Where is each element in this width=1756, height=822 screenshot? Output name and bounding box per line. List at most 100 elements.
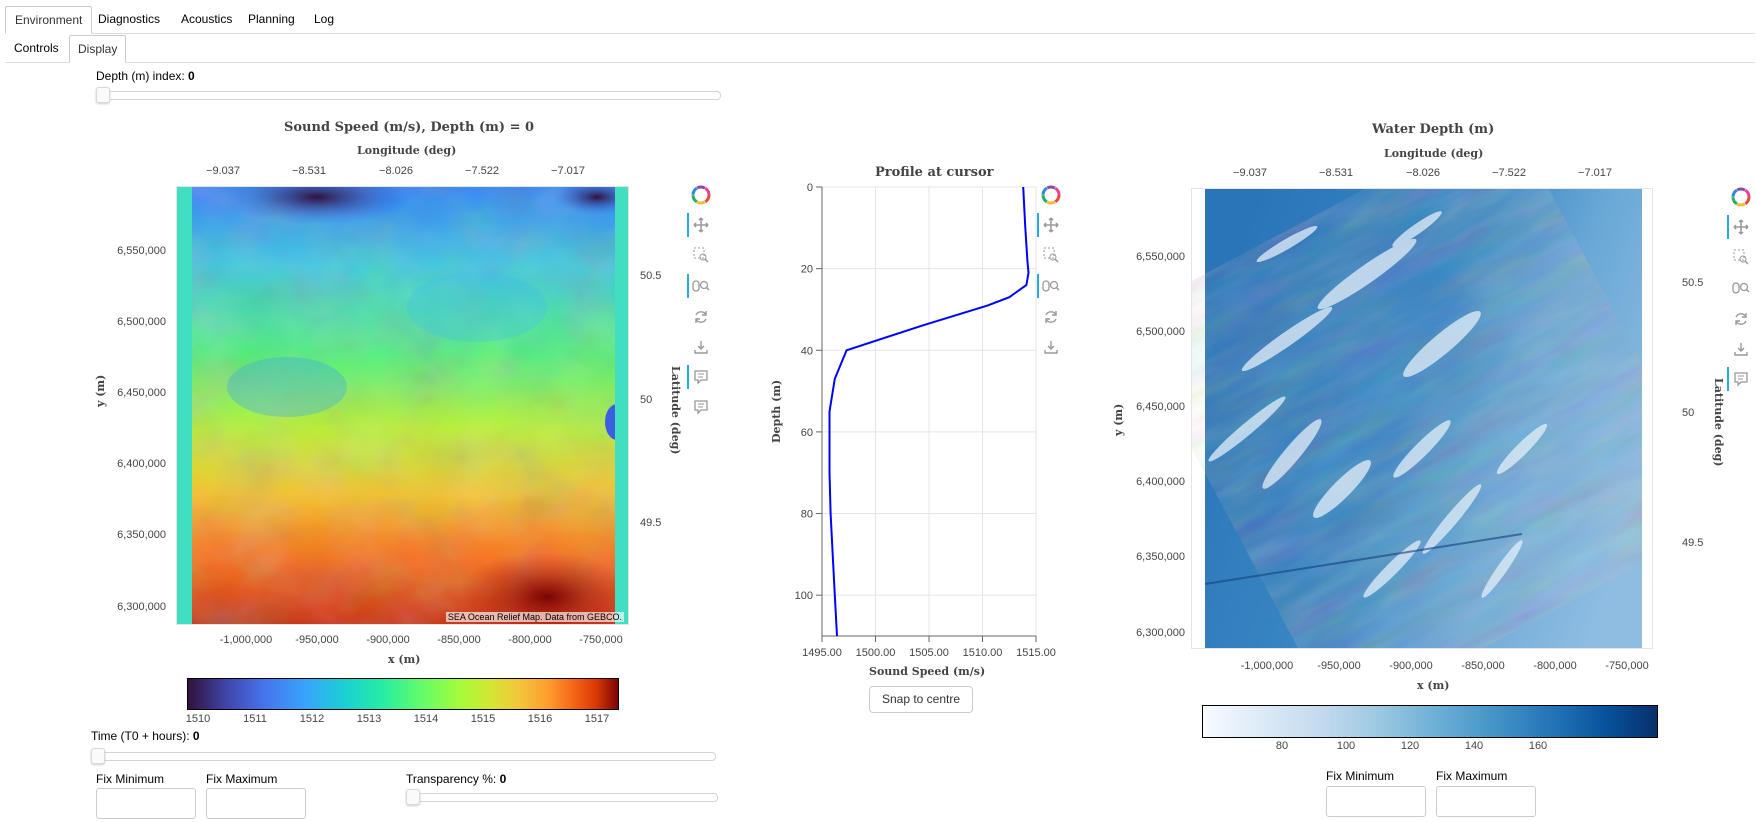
- left-fix-min-label: Fix Minimum: [96, 772, 164, 786]
- box-zoom-icon[interactable]: [688, 243, 714, 267]
- sound-speed-colorbar: [187, 678, 619, 710]
- top-axis-tick: −7.017: [1578, 167, 1612, 179]
- colorbar-tick: 1511: [243, 713, 267, 725]
- depth-slider[interactable]: [96, 87, 721, 103]
- time-slider-value: 0: [192, 729, 200, 743]
- x-axis-tick: -900,000: [366, 634, 410, 646]
- right-fix-min-input[interactable]: [1326, 786, 1426, 817]
- reset-icon[interactable]: [1038, 305, 1064, 329]
- box-zoom-icon[interactable]: [1728, 245, 1754, 269]
- wheel-zoom-icon[interactable]: [1728, 276, 1754, 300]
- sub-tab-bar: Controls Display: [5, 35, 1755, 63]
- depth-slider-value: 0: [188, 69, 195, 83]
- right-axis-tick: 50.5: [640, 270, 662, 282]
- left-fix-min-input[interactable]: [96, 788, 196, 819]
- profile-y-tick: 0: [807, 182, 813, 194]
- save-icon[interactable]: [688, 335, 714, 359]
- sound-speed-x-axis-label: x (m): [388, 653, 421, 666]
- right-fix-max-input[interactable]: [1436, 786, 1536, 817]
- profile-y-axis-label: Depth (m): [770, 379, 783, 443]
- time-slider-handle[interactable]: [91, 748, 105, 764]
- bokeh-logo-icon[interactable]: [1038, 183, 1064, 207]
- tab-environment[interactable]: Environment: [5, 6, 93, 34]
- profile-y-tick: 40: [801, 345, 813, 357]
- y-axis-tick: 6,550,000: [117, 245, 166, 257]
- tab-acoustics[interactable]: Acoustics: [181, 12, 233, 26]
- x-axis-tick: -850,000: [437, 634, 481, 646]
- profile-chart[interactable]: 1495.00 1500.00 1505.00 1510.00 1515.00 0 20 40…: [760, 180, 1080, 680]
- transparency-slider-handle[interactable]: [406, 789, 420, 805]
- top-axis-tick: −7.522: [1492, 167, 1526, 179]
- sound-speed-title: Sound Speed (m/s), Depth (m) = 0: [284, 120, 535, 135]
- save-icon[interactable]: [1038, 335, 1064, 359]
- right-fix-min-label: Fix Minimum: [1326, 769, 1394, 783]
- transparency-slider[interactable]: [406, 789, 718, 805]
- water-depth-x-axis-label: x (m): [1417, 679, 1450, 692]
- pan-icon[interactable]: [687, 213, 714, 237]
- hover-icon[interactable]: [1727, 367, 1754, 391]
- tab-log[interactable]: Log: [314, 12, 335, 26]
- depth-slider-handle[interactable]: [96, 87, 110, 103]
- colorbar-tick: 1512: [299, 713, 325, 725]
- right-axis-tick: 50: [640, 394, 653, 406]
- right-fix-max-label: Fix Maximum: [1436, 769, 1508, 783]
- tab-planning[interactable]: Planning: [248, 12, 295, 26]
- sound-speed-map-plot[interactable]: SEA Ocean Relief Map. Data from GEBCO.: [176, 186, 629, 625]
- reset-icon[interactable]: [1728, 307, 1754, 331]
- sand-ridges: [1208, 211, 1548, 598]
- y-axis-tick: 6,400,000: [117, 458, 166, 470]
- snap-to-centre-button[interactable]: Snap to centre: [869, 686, 973, 713]
- water-depth-image: [1192, 189, 1652, 648]
- time-slider-label: Time (T0 + hours): 0: [91, 729, 200, 743]
- right-axis-tick: 49.5: [1682, 537, 1704, 549]
- tab-diagnostics[interactable]: Diagnostics: [98, 12, 161, 26]
- colorbar-tick: 140: [1464, 740, 1484, 752]
- water-depth-colorbar: [1202, 705, 1658, 738]
- tab-display[interactable]: Display: [69, 35, 127, 63]
- colorbar-tick: 1510: [185, 713, 211, 725]
- profile-y-tick: 20: [801, 264, 813, 276]
- time-slider-title: Time (T0 + hours):: [91, 729, 193, 743]
- hover-icon[interactable]: [687, 365, 714, 389]
- y-axis-tick: 6,400,000: [1136, 476, 1185, 488]
- top-axis-tick: −9.037: [206, 165, 240, 177]
- pan-icon[interactable]: [1727, 215, 1754, 239]
- top-axis-tick: −8.531: [1319, 167, 1353, 179]
- x-axis-tick: -850,000: [1461, 660, 1505, 672]
- bokeh-logo-icon[interactable]: [1728, 185, 1754, 209]
- bokeh-logo-icon[interactable]: [688, 183, 714, 207]
- sound-speed-y-axis-label: y (m): [94, 374, 107, 407]
- main-tab-bar: Environment Diagnostics Acoustics Planni…: [5, 6, 1755, 34]
- colorbar-tick: 1517: [584, 713, 610, 725]
- time-slider[interactable]: [91, 748, 716, 764]
- depth-slider-title: Depth (m) index:: [96, 69, 189, 83]
- water-depth-map-plot[interactable]: [1191, 188, 1653, 649]
- tab-controls[interactable]: Controls: [14, 41, 59, 55]
- profile-x-tick: 1515.00: [1016, 647, 1056, 659]
- top-axis-tick: −7.017: [551, 165, 585, 177]
- x-axis-tick: -950,000: [1317, 660, 1361, 672]
- sound-speed-heatmap: [177, 187, 628, 624]
- hover-icon[interactable]: [688, 395, 714, 419]
- x-axis-tick: -900,000: [1389, 660, 1433, 672]
- profile-y-tick: 60: [801, 427, 813, 439]
- profile-x-tick: 1505.00: [909, 647, 949, 659]
- wheel-zoom-icon[interactable]: [687, 274, 714, 298]
- box-zoom-icon[interactable]: [1038, 243, 1064, 267]
- x-axis-tick: -950,000: [295, 634, 339, 646]
- save-icon[interactable]: [1728, 337, 1754, 361]
- x-axis-tick: -800,000: [508, 634, 552, 646]
- colorbar-tick: 1514: [413, 713, 439, 725]
- reset-icon[interactable]: [688, 305, 714, 329]
- top-axis-tick: −9.037: [1233, 167, 1267, 179]
- water-depth-top-axis-label: Longitude (deg): [1384, 147, 1484, 160]
- pan-icon[interactable]: [1037, 213, 1064, 237]
- profile-line: [828, 186, 1030, 637]
- left-fix-max-input[interactable]: [206, 788, 306, 819]
- water-depth-y-axis-label: y (m): [1112, 403, 1125, 436]
- x-axis-tick: -750,000: [1605, 660, 1649, 672]
- colorbar-tick: 1515: [470, 713, 496, 725]
- x-axis-tick: -800,000: [1533, 660, 1577, 672]
- wheel-zoom-icon[interactable]: [1037, 274, 1064, 298]
- y-axis-tick: 6,350,000: [117, 529, 166, 541]
